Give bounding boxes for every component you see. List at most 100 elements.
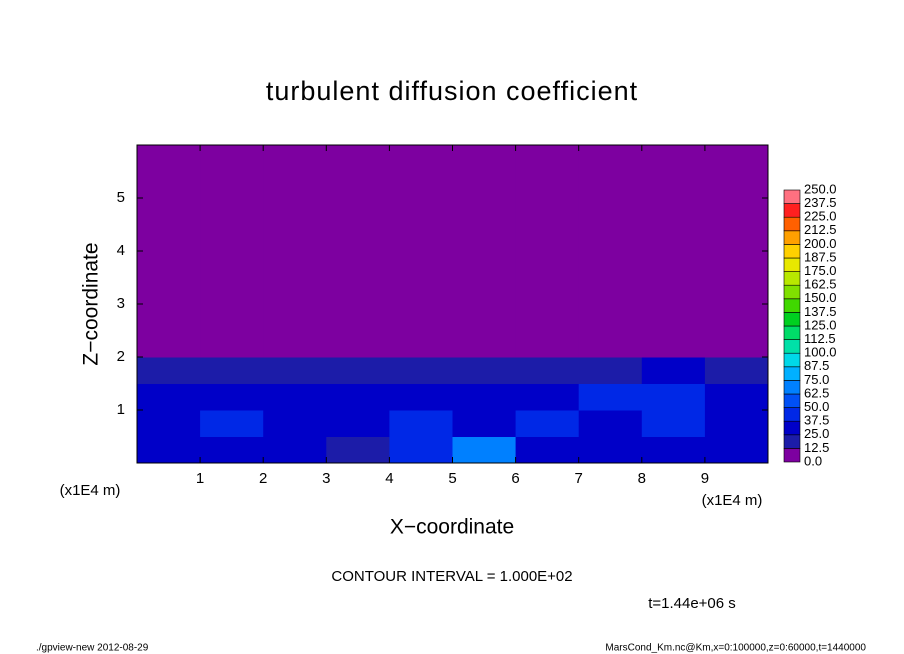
- field-cell: [515, 410, 580, 437]
- field-cell: [641, 357, 706, 384]
- field-cell: [452, 383, 517, 411]
- field-cell: [326, 357, 390, 384]
- colorbar-label: 50.0: [804, 399, 829, 414]
- field-cell: [137, 383, 201, 411]
- time-label: t=1.44e+06 s: [648, 595, 736, 612]
- field-cell: [641, 383, 706, 411]
- x-tick-label: 8: [638, 470, 646, 487]
- colorbar-label: 200.0: [804, 236, 837, 251]
- x-tick-label: 6: [511, 470, 519, 487]
- colorbar-label: 125.0: [804, 317, 837, 332]
- x-tick-label: 9: [701, 470, 709, 487]
- field-cell: [704, 436, 769, 464]
- field-cell: [641, 145, 706, 358]
- colorbar-label: 0.0: [804, 453, 822, 468]
- y-tick-label: 3: [117, 295, 125, 312]
- y-tick-label: 4: [117, 242, 125, 259]
- field-cell: [326, 410, 390, 437]
- x-axis-label: X−coordinate: [390, 516, 514, 539]
- colorbar-label: 87.5: [804, 358, 829, 373]
- colorbar-label: 12.5: [804, 440, 829, 455]
- field-cell: [263, 410, 327, 437]
- y-tick-label: 5: [117, 189, 125, 206]
- colorbar-swatch: [783, 216, 801, 232]
- field-cell: [137, 145, 201, 358]
- colorbar-swatch: [783, 366, 801, 381]
- colorbar-swatch: [783, 312, 801, 327]
- field-cell: [515, 357, 580, 384]
- field-cell: [200, 436, 264, 464]
- colorbar-swatch: [783, 380, 801, 395]
- colorbar-swatch: [783, 325, 801, 340]
- colorbar-swatch: [783, 339, 801, 354]
- field-cell: [200, 383, 264, 411]
- field-cell: [263, 383, 327, 411]
- field-cell: [704, 145, 769, 358]
- colorbar-label: 225.0: [804, 209, 837, 224]
- colorbar-swatch: [783, 244, 801, 259]
- field-cell: [452, 357, 517, 384]
- y-tick-label: 2: [117, 348, 125, 365]
- colorbar-label: 75.0: [804, 372, 829, 387]
- colorbar-label: 237.5: [804, 195, 837, 210]
- field-cell: [137, 436, 201, 464]
- colorbar-label: 162.5: [804, 277, 837, 292]
- colorbar-swatch: [783, 393, 801, 408]
- colorbar-label: 175.0: [804, 263, 837, 278]
- field-cell: [389, 436, 453, 464]
- x-tick-label: 5: [448, 470, 456, 487]
- field-cell: [263, 145, 327, 358]
- colorbar-swatch: [783, 420, 801, 436]
- colorbar-label: 250.0: [804, 181, 837, 196]
- colorbar-label: 25.0: [804, 426, 829, 441]
- x-unit-left: (x1E4 m): [60, 482, 121, 499]
- colorbar-swatch: [783, 271, 801, 286]
- field-cell: [452, 410, 517, 437]
- x-tick-label: 4: [385, 470, 393, 487]
- colorbar-swatch: [783, 284, 801, 300]
- field-cell: [137, 357, 201, 384]
- field-cell: [263, 436, 327, 464]
- colorbar-swatch: [783, 352, 801, 368]
- y-axis-label: Z−coordinate: [80, 242, 103, 365]
- field-cell: [515, 436, 580, 464]
- field-cell: [578, 436, 643, 464]
- x-unit-right: (x1E4 m): [702, 492, 763, 509]
- x-tick-label: 1: [196, 470, 204, 487]
- x-tick-label: 2: [259, 470, 267, 487]
- chart-title: turbulent diffusion coefficient: [266, 76, 638, 106]
- field-cell: [326, 145, 390, 358]
- field-cell: [389, 145, 453, 358]
- field-cell: [578, 357, 643, 384]
- x-tick-label: 3: [322, 470, 330, 487]
- field-cell: [200, 357, 264, 384]
- field-cell: [704, 410, 769, 437]
- field-cell: [578, 410, 643, 437]
- field-cell: [200, 145, 264, 358]
- contour-interval: CONTOUR INTERVAL = 1.000E+02: [331, 568, 572, 585]
- colorbar-swatch: [783, 203, 801, 218]
- field-cell: [326, 436, 390, 464]
- field-cell: [389, 410, 453, 437]
- colorbar-swatch: [783, 189, 801, 204]
- y-tick-label: 1: [117, 401, 125, 418]
- field-cell: [641, 410, 706, 437]
- colorbar-label: 37.5: [804, 413, 829, 428]
- field-cell: [578, 145, 643, 358]
- field-cell: [137, 410, 201, 437]
- field-cell: [326, 383, 390, 411]
- colorbar-label: 112.5: [804, 331, 836, 346]
- colorbar-swatch: [783, 407, 801, 422]
- colorbar-swatch: [783, 230, 801, 245]
- colorbar-label: 187.5: [804, 249, 837, 264]
- footer-left: ./gpview-new 2012-08-29: [36, 643, 149, 654]
- field-cell: [200, 410, 264, 437]
- field-cell: [578, 383, 643, 411]
- colorbar-swatch: [783, 257, 801, 272]
- field-cell: [515, 383, 580, 411]
- field-cell: [452, 145, 517, 358]
- x-tick-label: 7: [575, 470, 583, 487]
- field-cell: [704, 357, 769, 384]
- field-cell: [452, 436, 517, 464]
